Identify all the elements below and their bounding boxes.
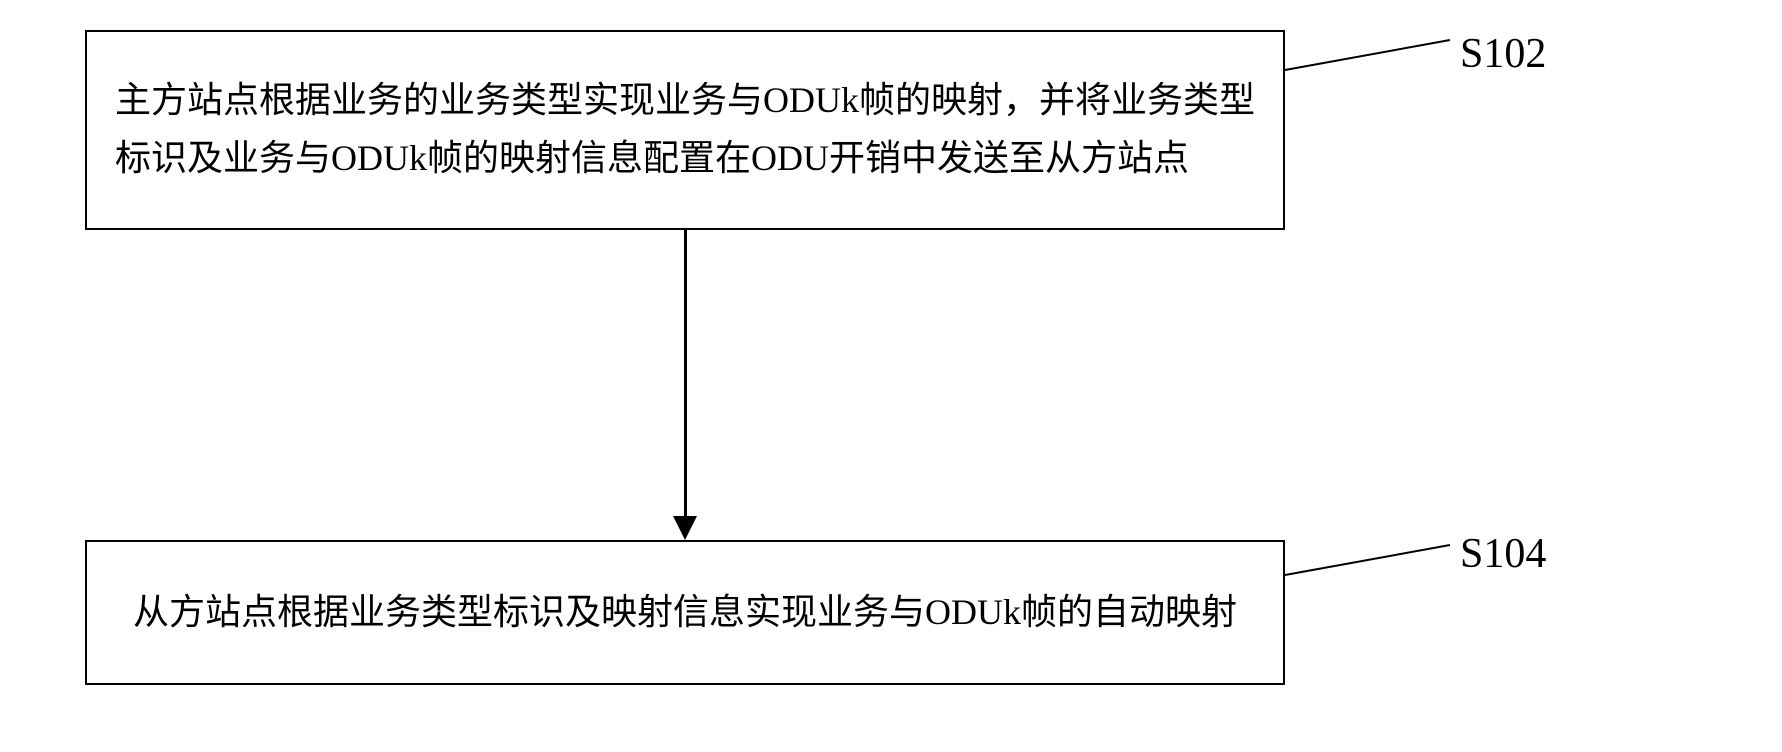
flowchart-node-s104: 从方站点根据业务类型标识及映射信息实现业务与ODUk帧的自动映射 <box>85 540 1285 685</box>
node-label-s102: S102 <box>1460 30 1546 78</box>
flowchart-container: 主方站点根据业务的业务类型实现业务与ODUk帧的映射，并将业务类型标识及业务与O… <box>0 0 1782 752</box>
arrow-s102-s104 <box>673 516 697 540</box>
node-text-s102: 主方站点根据业务的业务类型实现业务与ODUk帧的映射，并将业务类型标识及业务与O… <box>115 72 1255 187</box>
leader-line-s104 <box>1285 540 1460 585</box>
flowchart-node-s102: 主方站点根据业务的业务类型实现业务与ODUk帧的映射，并将业务类型标识及业务与O… <box>85 30 1285 230</box>
connector-s102-s104 <box>684 230 687 520</box>
node-label-s104: S104 <box>1460 530 1546 578</box>
leader-line-s102 <box>1285 35 1460 80</box>
node-text-s104: 从方站点根据业务类型标识及映射信息实现业务与ODUk帧的自动映射 <box>115 584 1255 642</box>
